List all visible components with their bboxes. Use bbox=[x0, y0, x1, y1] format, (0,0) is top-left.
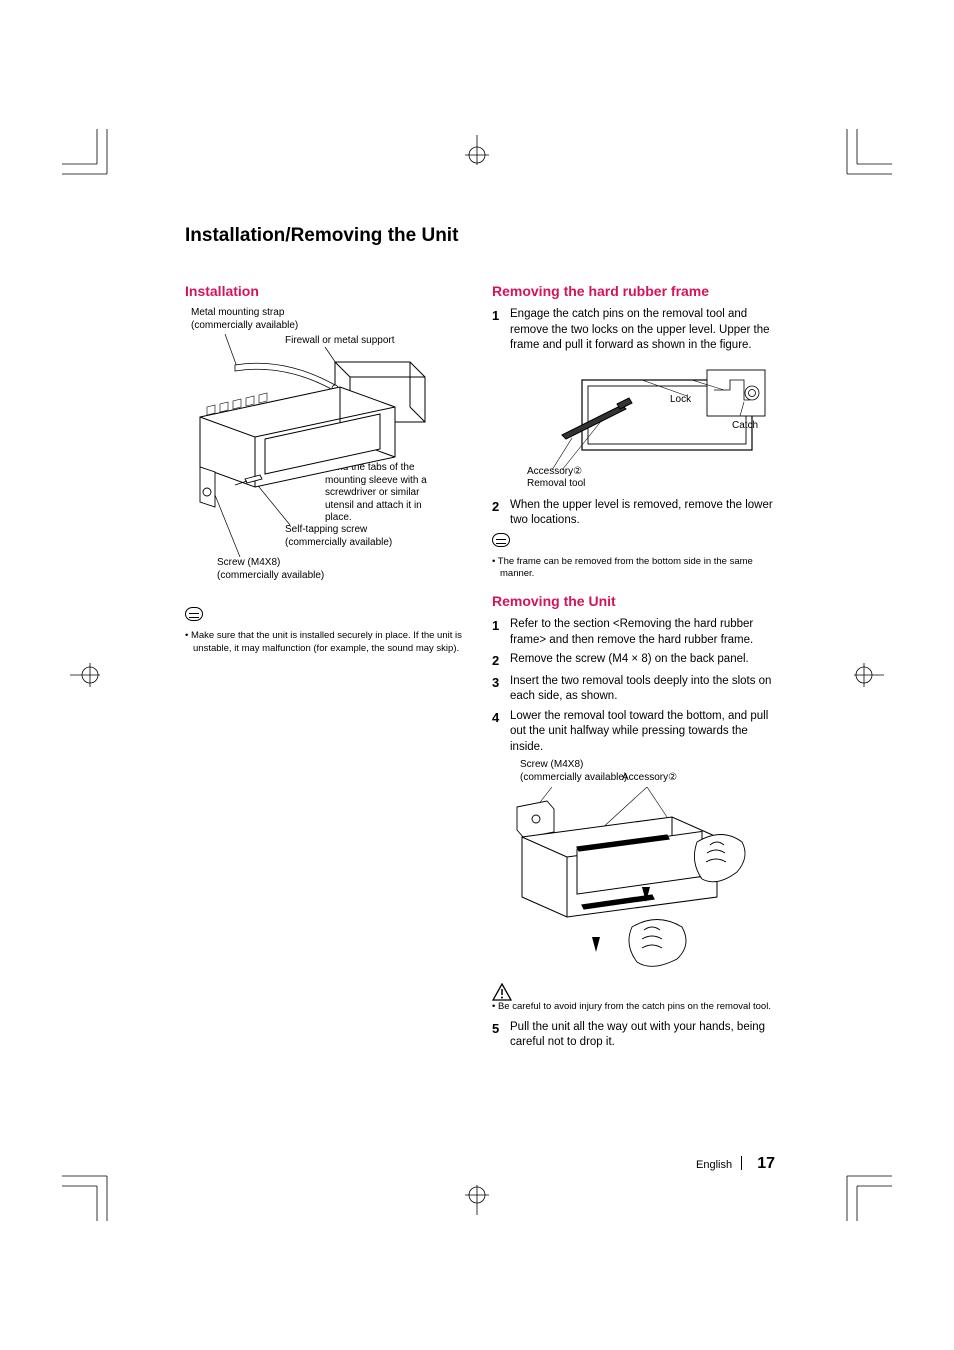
remove-unit-step2: 2 Remove the screw (M4 × 8) on the back p… bbox=[492, 652, 775, 670]
crop-mark-tl bbox=[62, 129, 112, 179]
removing-section: Removing the hard rubber frame 1 Engage … bbox=[492, 283, 775, 1055]
step-text: When the upper level is removed, remove … bbox=[510, 498, 775, 529]
step-number: 2 bbox=[492, 498, 504, 529]
step-text: Engage the catch pins on the removal too… bbox=[510, 307, 775, 354]
remove-frame-figure: Lock Catch Accessory② Removal tool bbox=[492, 360, 772, 490]
remove-unit-heading: Removing the Unit bbox=[492, 593, 775, 609]
language-label: English bbox=[696, 1159, 732, 1171]
crop-mark-bl bbox=[62, 1171, 112, 1221]
installation-note-text: Make sure that the unit is installed sec… bbox=[191, 630, 462, 654]
page-title: Installation/Removing the Unit bbox=[185, 225, 775, 247]
page-footer: English 17 bbox=[696, 1155, 775, 1173]
installation-note: • Make sure that the unit is installed s… bbox=[185, 630, 468, 656]
remove-unit-figure bbox=[492, 787, 772, 977]
registration-mark-left bbox=[70, 655, 100, 695]
remove-unit-step4: 4Lower the removal tool toward the botto… bbox=[492, 709, 775, 756]
installation-figure: Metal mounting strap (commercially avail… bbox=[185, 307, 455, 597]
note-icon bbox=[492, 533, 510, 547]
caution-text: Be careful to avoid injury from the catc… bbox=[498, 1001, 771, 1012]
note-icon bbox=[185, 607, 203, 621]
remove-unit-drawing bbox=[492, 787, 772, 977]
step-number: 5 bbox=[492, 1020, 504, 1051]
remove-frame-note: • The frame can be removed from the bott… bbox=[492, 556, 775, 582]
step-text: Insert the two removal tools deeply into… bbox=[510, 674, 775, 705]
note-text: The frame can be removed from the bottom… bbox=[498, 556, 753, 580]
caution-icon bbox=[492, 983, 775, 1001]
step-number: 1 bbox=[492, 307, 504, 354]
step-number: 2 bbox=[492, 652, 504, 670]
registration-mark-top bbox=[457, 135, 497, 165]
remove-frame-step1: 1 Engage the catch pins on the removal t… bbox=[492, 307, 775, 354]
registration-mark-right bbox=[854, 655, 884, 695]
label-accessory2: Accessory② bbox=[622, 772, 775, 785]
step-text: Lower the removal tool toward the bottom… bbox=[510, 709, 775, 756]
remove-frame-heading: Removing the hard rubber frame bbox=[492, 283, 775, 299]
step-number: 1 bbox=[492, 617, 504, 648]
installation-section: Installation Metal mounting strap (comme… bbox=[185, 283, 468, 1055]
installation-drawing bbox=[185, 307, 455, 597]
label-lock-inline: Lock bbox=[670, 394, 692, 405]
remove-frame-step2: 2 When the upper level is removed, remov… bbox=[492, 498, 775, 529]
label-catch-inline: Catch bbox=[732, 420, 758, 431]
step-text: Remove the screw (M4 × 8) on the back pa… bbox=[510, 652, 749, 670]
crop-mark-br bbox=[842, 1171, 892, 1221]
step-number: 4 bbox=[492, 709, 504, 756]
remove-unit-step1: 1Refer to the section <Removing the hard… bbox=[492, 617, 775, 648]
page-number: 17 bbox=[757, 1155, 775, 1172]
step-text: Pull the unit all the way out with your … bbox=[510, 1020, 775, 1051]
label-removal-tool: Removal tool bbox=[527, 478, 585, 491]
step-number: 3 bbox=[492, 674, 504, 705]
remove-unit-caution: • Be careful to avoid injury from the ca… bbox=[492, 1001, 775, 1014]
remove-unit-step3: 3Insert the two removal tools deeply int… bbox=[492, 674, 775, 705]
installation-heading: Installation bbox=[185, 283, 468, 299]
footer-divider bbox=[741, 1156, 742, 1170]
step-text: Refer to the section <Removing the hard … bbox=[510, 617, 775, 648]
crop-mark-tr bbox=[842, 129, 892, 179]
registration-mark-bottom bbox=[457, 1185, 497, 1215]
remove-unit-step5: 5Pull the unit all the way out with your… bbox=[492, 1020, 775, 1051]
label-accessory: Accessory② bbox=[527, 466, 582, 479]
